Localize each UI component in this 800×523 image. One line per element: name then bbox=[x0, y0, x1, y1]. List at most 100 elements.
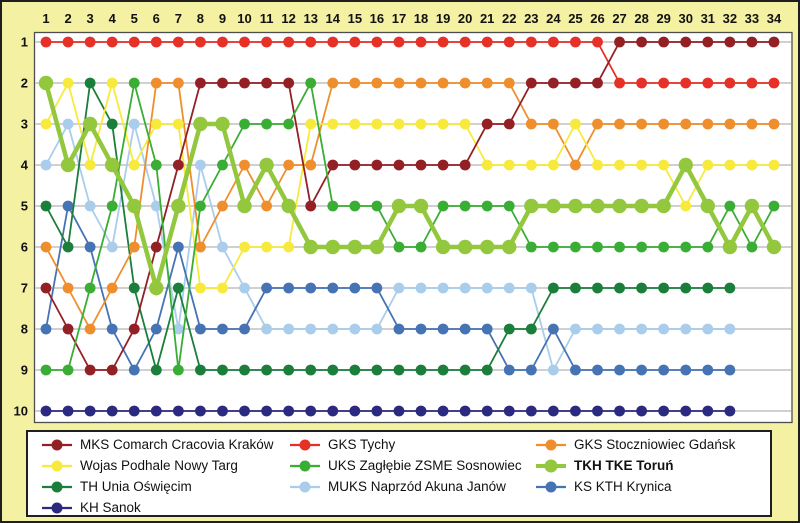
data-point bbox=[413, 198, 429, 214]
data-point bbox=[459, 323, 471, 335]
data-point bbox=[524, 198, 539, 214]
data-point bbox=[349, 405, 361, 417]
data-point bbox=[415, 118, 427, 130]
series-muks-naprzod-akuna-janow bbox=[40, 118, 736, 376]
data-point bbox=[700, 198, 715, 214]
data-point bbox=[62, 323, 74, 335]
data-point bbox=[62, 36, 74, 48]
data-point bbox=[104, 157, 120, 173]
data-point bbox=[592, 118, 603, 130]
x-axis-tick: 2 bbox=[64, 11, 71, 26]
data-point bbox=[768, 200, 780, 212]
data-point bbox=[746, 159, 758, 171]
data-point bbox=[327, 282, 339, 294]
data-point bbox=[62, 405, 74, 417]
x-axis-tick: 21 bbox=[480, 11, 494, 26]
data-point bbox=[40, 323, 52, 335]
data-point bbox=[702, 118, 714, 130]
data-point bbox=[150, 159, 162, 171]
data-point bbox=[702, 159, 714, 171]
data-point bbox=[259, 157, 274, 173]
data-point bbox=[371, 282, 383, 294]
x-axis-tick: 13 bbox=[303, 11, 317, 26]
data-point bbox=[62, 282, 74, 294]
legend-item-mks-comarch-cracovia-krakow: MKS Comarch Cracovia Kraków bbox=[40, 434, 274, 455]
data-point bbox=[128, 159, 140, 171]
x-axis-tick: 17 bbox=[392, 11, 406, 26]
legend-marker-dot bbox=[51, 460, 63, 471]
data-point bbox=[680, 77, 692, 89]
data-point bbox=[437, 118, 449, 130]
data-point bbox=[702, 241, 714, 253]
data-point bbox=[128, 241, 140, 253]
data-point bbox=[371, 118, 383, 130]
x-axis-tick: 23 bbox=[524, 11, 538, 26]
data-point bbox=[614, 159, 625, 171]
data-point bbox=[570, 159, 581, 171]
data-point bbox=[128, 77, 140, 89]
data-point bbox=[371, 159, 383, 171]
data-point bbox=[393, 241, 405, 253]
data-point bbox=[305, 323, 317, 335]
data-point bbox=[393, 36, 405, 48]
data-point bbox=[481, 118, 493, 130]
data-point bbox=[283, 159, 295, 171]
legend-item-gks-tychy: GKS Tychy bbox=[288, 434, 522, 455]
data-point bbox=[702, 323, 714, 335]
data-point bbox=[283, 323, 295, 335]
legend-label-mks-comarch-cracovia-krakow: MKS Comarch Cracovia Kraków bbox=[80, 437, 274, 452]
data-point bbox=[106, 364, 118, 376]
data-point bbox=[40, 405, 52, 417]
data-point bbox=[724, 77, 736, 89]
data-point bbox=[525, 118, 537, 130]
legend-marker-mks-comarch-cracovia-krakow bbox=[42, 439, 72, 450]
data-point bbox=[261, 118, 272, 130]
data-point bbox=[503, 77, 515, 89]
legend-item-wojas-podhale-nowy-targ: Wojas Podhale Nowy Targ bbox=[40, 455, 274, 476]
x-axis-tick: 14 bbox=[326, 11, 341, 26]
series-line bbox=[45, 82, 774, 331]
data-point bbox=[327, 200, 339, 212]
data-point bbox=[768, 118, 780, 130]
data-point bbox=[62, 200, 74, 212]
data-point bbox=[415, 323, 427, 335]
data-point bbox=[415, 241, 427, 253]
data-point bbox=[172, 77, 184, 89]
series-uks-zaglebie-zsme-sosnowiec bbox=[40, 77, 780, 376]
legend-marker-gks-stoczniowiec-gdansk bbox=[536, 439, 566, 450]
legend-label-th-unia-oswiecim: TH Unia Oświęcim bbox=[80, 479, 192, 494]
data-point bbox=[768, 36, 780, 48]
data-point bbox=[303, 239, 318, 255]
legend-marker-gks-tychy bbox=[290, 439, 320, 450]
data-point bbox=[393, 282, 405, 294]
x-axis-tick: 33 bbox=[745, 11, 759, 26]
data-point bbox=[459, 77, 471, 89]
data-point bbox=[680, 405, 692, 417]
data-point bbox=[127, 198, 142, 214]
data-point bbox=[371, 200, 383, 212]
data-point bbox=[702, 405, 714, 417]
data-point bbox=[437, 200, 449, 212]
data-point bbox=[40, 364, 52, 376]
series-ks-kth-krynica bbox=[40, 200, 736, 376]
data-point bbox=[150, 323, 162, 335]
data-point bbox=[171, 198, 186, 214]
data-point bbox=[503, 118, 515, 130]
data-point bbox=[371, 323, 383, 335]
data-point bbox=[481, 282, 493, 294]
data-point bbox=[614, 241, 625, 253]
x-axis-tick: 4 bbox=[109, 11, 117, 26]
data-point bbox=[172, 118, 184, 130]
data-point bbox=[283, 405, 295, 417]
legend-item-muks-naprzod-akuna-janow: MUKS Naprzód Akuna Janów bbox=[288, 476, 522, 497]
data-point bbox=[217, 200, 228, 212]
data-point bbox=[437, 405, 449, 417]
data-point bbox=[393, 159, 405, 171]
data-point bbox=[349, 323, 361, 335]
x-axis-tick: 10 bbox=[237, 11, 251, 26]
data-point bbox=[261, 405, 272, 417]
legend-label-muks-naprzod-akuna-janow: MUKS Naprzód Akuna Janów bbox=[328, 479, 506, 494]
data-point bbox=[702, 77, 714, 89]
